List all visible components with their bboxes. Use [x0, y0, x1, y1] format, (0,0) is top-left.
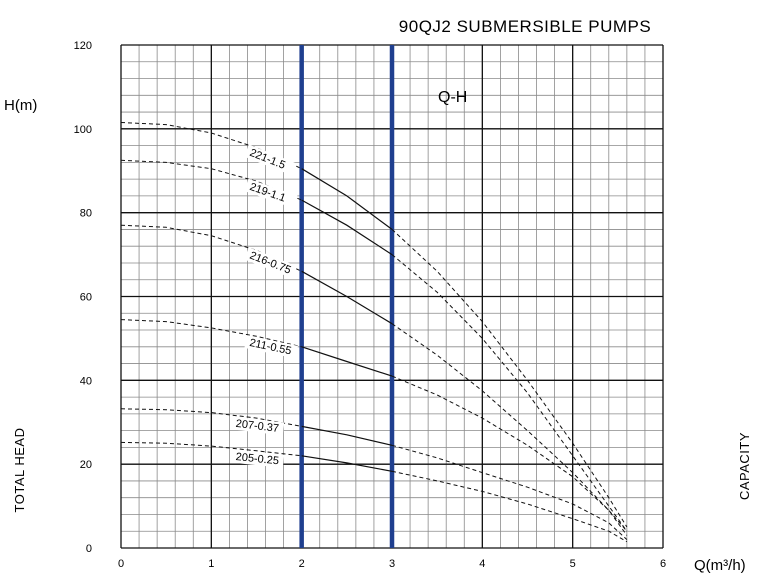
x-tick-label: 4 [479, 558, 485, 570]
curve-219-1.1-right [391, 254, 628, 532]
curve-label-211-0.55: 211-0.55 [248, 337, 292, 357]
curve-label-bg [231, 449, 285, 468]
curve-205-0.25-mid [301, 455, 393, 472]
curve-211-0.55-mid [301, 346, 393, 377]
curve-label-207-0.37: 207-0.37 [235, 418, 280, 435]
curve-211-0.55-left [120, 319, 302, 348]
y-tick-label: 0 [86, 543, 92, 555]
y-axis-title: H(m) [4, 97, 37, 114]
curve-216-0.75-right [391, 323, 628, 532]
left-side-title: TOTAL HEAD [12, 428, 27, 513]
curve-219-1.1-mid [301, 199, 393, 256]
curve-label-219-1.1: 219-1.1 [248, 181, 287, 205]
curve-label-205-0.25: 205-0.25 [235, 451, 279, 467]
curve-label-bg [244, 335, 298, 359]
curve-label-216-0.75: 216-0.75 [248, 250, 293, 277]
y-tick-label: 80 [80, 208, 92, 220]
x-axis-title: Q(m³/h) [694, 557, 746, 574]
curve-label-bg [244, 178, 298, 209]
x-tick-label: 3 [389, 558, 395, 570]
curve-labels: 221-1.5 219-1.1 216-0.75 211-0.55 207-0.37 20… [231, 144, 298, 468]
curve-label-bg [244, 247, 298, 279]
y-tick-label: 120 [74, 40, 92, 52]
curve-221-1.5-mid [301, 168, 393, 230]
curve-205-0.25-right [391, 470, 628, 543]
curve-label-bg [244, 144, 298, 176]
y-tick-label: 60 [80, 292, 92, 304]
y-tick-label: 20 [80, 459, 92, 471]
x-tick-label: 0 [118, 558, 124, 570]
curve-207-0.37-mid [301, 425, 393, 446]
curve-221-1.5-right [391, 229, 628, 528]
y-tick-label: 40 [80, 375, 92, 387]
x-tick-label: 5 [570, 558, 576, 570]
curve-207-0.37-right [391, 444, 628, 540]
curve-label-221-1.5: 221-1.5 [248, 147, 287, 172]
y-tick-label: 100 [74, 124, 92, 136]
x-tick-label: 6 [660, 558, 666, 570]
chart-title: 90QJ2 SUBMERSIBLE PUMPS [399, 17, 651, 36]
x-tick-label: 1 [208, 558, 214, 570]
panel-label: Q-H [438, 89, 467, 106]
curve-205-0.25-left [120, 441, 302, 457]
curve-216-0.75-mid [301, 270, 393, 325]
curve-207-0.37-left [120, 408, 302, 427]
right-side-title: CAPACITY [737, 432, 752, 500]
highlight-lines [299, 45, 395, 548]
curve-211-0.55-right [391, 375, 628, 536]
x-tick-label: 2 [299, 558, 305, 570]
curve-label-bg [231, 416, 285, 436]
